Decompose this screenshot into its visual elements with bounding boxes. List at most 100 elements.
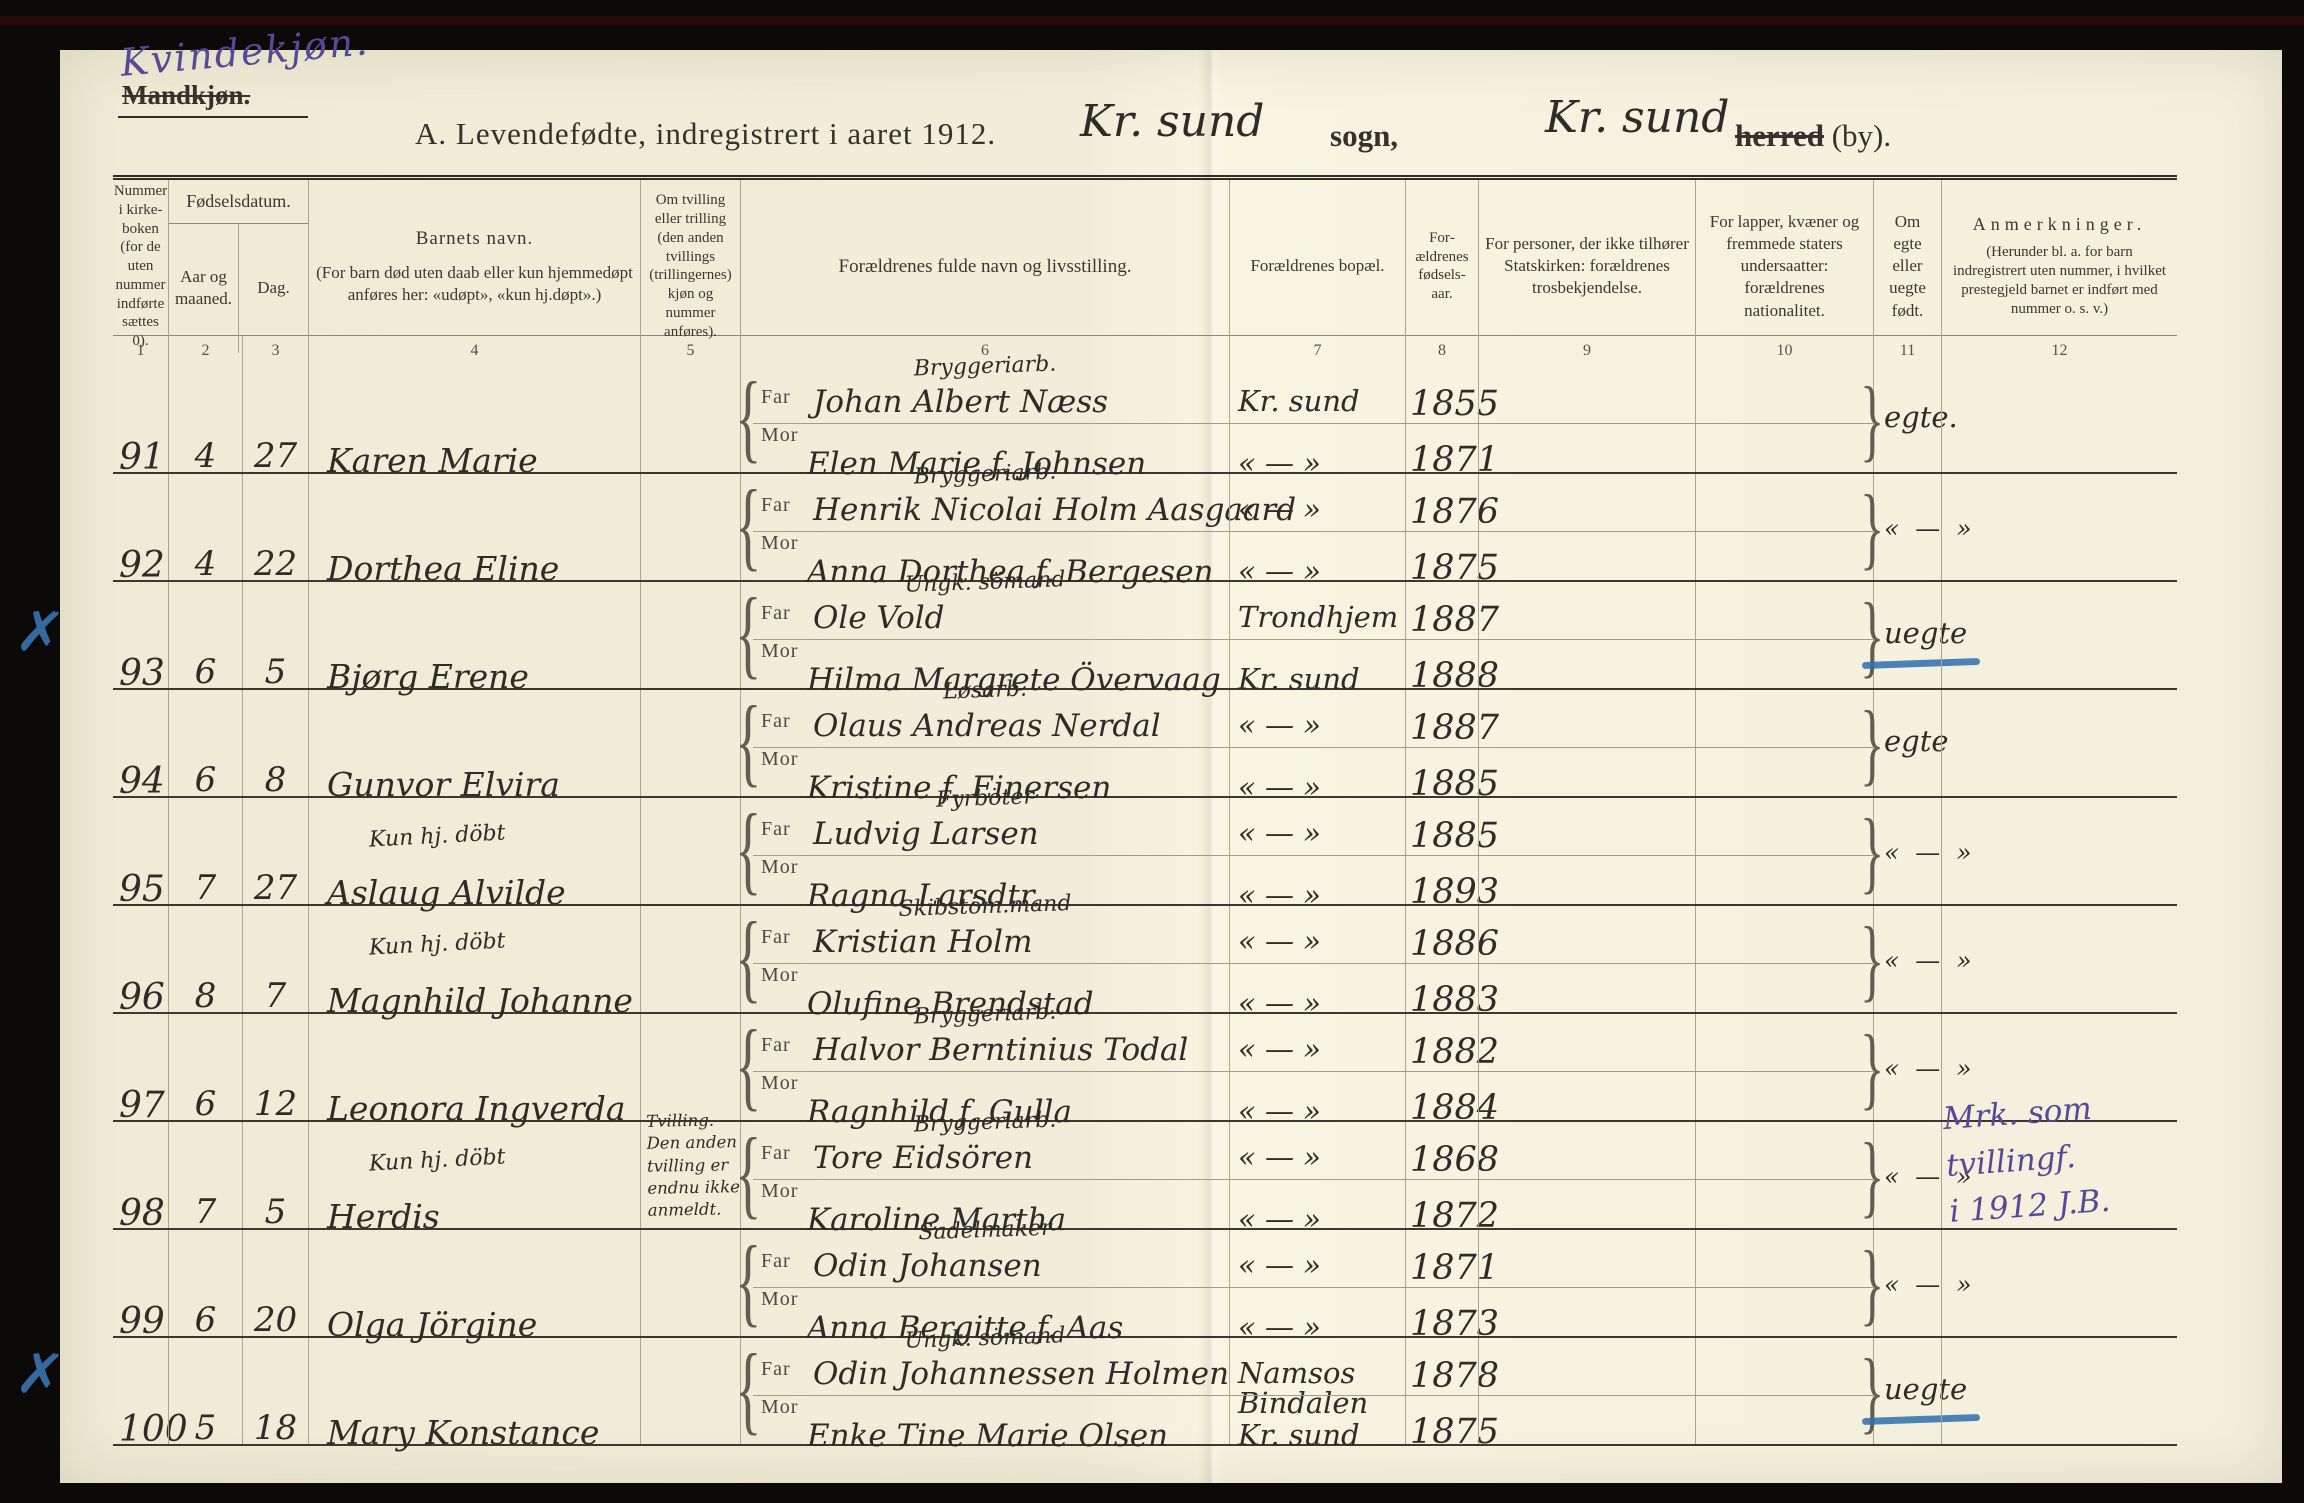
mother-birthyear: 1875 [1410, 548, 1500, 588]
register-entry: 95 7 27 Aslaug Alvilde Kun hj. döbt Fyrböter{… [113, 784, 2177, 914]
header-parents-names: Forældrenes fulde navn og livsstilling. [740, 180, 1229, 353]
column-number: 9 [1478, 336, 1695, 366]
child-name-cell: Magnhild Johanne Kun hj. döbt [308, 906, 640, 1020]
birthyear-cell: 1882 1884 [1405, 1014, 1499, 1128]
mother-name: Enke Tine Marie Olsen [807, 1418, 1169, 1454]
birth-month: 8 [194, 976, 217, 1016]
child-name-cell: Leonora Ingverda [308, 1014, 640, 1128]
mother-birthyear: 1875 [1410, 1412, 1500, 1452]
religion-cell [1478, 906, 1695, 1012]
entry-number: 98 [119, 1193, 165, 1234]
blue-margin-x-mark: ✗ [12, 595, 69, 669]
remarks-cell [1941, 690, 2177, 796]
legitimacy-cell: } « — » [1860, 1014, 1971, 1120]
twin-note-cell [640, 690, 740, 796]
header-legitimacy: Om egte eller uegte født. [1873, 180, 1941, 353]
mother-label: Mor [761, 1288, 799, 1310]
father-birthyear: 1882 [1410, 1032, 1500, 1072]
child-name: Gunvor Elvira [327, 765, 560, 804]
mother-birthyear: 1885 [1410, 764, 1500, 804]
religion-cell [1478, 366, 1695, 472]
residence-cell: « — » « — » [1229, 1230, 1405, 1344]
header-parents-residence: Forældrenes bopæl. [1229, 180, 1405, 353]
mother-residence: « — » [1238, 1202, 1321, 1236]
entry-month-cell: 6 [168, 1230, 242, 1340]
mother-name: Hilma Margrete Övervaag [807, 662, 1221, 698]
father-name: Kristian Holm [813, 924, 1033, 960]
nationality-cell [1695, 1122, 1873, 1228]
birth-month: 6 [194, 1300, 217, 1340]
entry-month-cell: 7 [168, 1122, 242, 1232]
mother-name: Anna Bergitte f. Aas [807, 1310, 1124, 1346]
register-entry: 98 7 5 Herdis Kun hj. döbt Tvilling. Den ande… [113, 1091, 2177, 1238]
twin-note: Tvilling. Den anden tvilling er endnu ik… [646, 1110, 741, 1220]
child-name-cell: Aslaug Alvilde Kun hj. döbt [308, 798, 640, 912]
parents-names-cell: Ungk. sömand{Far Mor Odin Johannessen Holm… [735, 1323, 1229, 1454]
nationality-cell [1695, 1338, 1873, 1444]
mother-residence: « — » [1238, 770, 1321, 804]
father-residence: Namsos Bindalen [1238, 1356, 1369, 1421]
religion-cell [1478, 690, 1695, 796]
entry-day-cell: 27 [242, 366, 308, 476]
column-number-strip: 1 2 3 4 5 6 7 8 9 10 11 12 [113, 336, 2177, 366]
nationality-cell [1695, 366, 1873, 472]
entry-day-cell: 27 [242, 798, 308, 908]
religion-cell [1478, 1338, 1695, 1444]
table-header-row: Nummer i kirke-boken (for de uten nummer… [113, 180, 2177, 353]
twin-note-cell [640, 1014, 740, 1120]
religion-cell [1478, 1230, 1695, 1336]
parents-names-cell: Bryggeriarb.{Far Mor Halvor Berntinius Tod… [735, 1000, 1229, 1130]
remarks-cell [1941, 906, 2177, 1012]
entry-day-cell: 12 [242, 1014, 308, 1124]
birth-day: 20 [253, 1300, 298, 1340]
birth-day: 5 [264, 652, 287, 692]
birthyear-cell: 1868 1872 [1405, 1122, 1499, 1236]
child-name: Aslaug Alvilde [327, 873, 566, 912]
entry-number-cell: 93 [113, 582, 168, 694]
father-residence: « — » [1238, 924, 1321, 958]
entry-number-cell: 96 [113, 906, 168, 1018]
entry-day-cell: 22 [242, 474, 308, 584]
legitimacy-cell: } « — » [1860, 1230, 1971, 1336]
header-twin: Om tvilling eller trilling (den anden tv… [640, 180, 740, 353]
mother-birthyear: 1873 [1410, 1304, 1500, 1344]
nationality-cell [1695, 798, 1873, 904]
legitimacy-brace: } [1860, 800, 1885, 902]
header-remarks-title: Anmerkninger. [1972, 214, 2147, 235]
father-label: Far [761, 710, 791, 732]
father-label: Far [761, 818, 791, 840]
remarks-cell [1941, 1014, 2177, 1120]
entry-number-cell: 99 [113, 1230, 168, 1342]
legitimacy-cell: } « — » [1860, 1122, 1971, 1228]
father-birthyear: 1868 [1410, 1140, 1500, 1180]
birth-month: 4 [194, 436, 217, 476]
child-name-cell: Mary Konstance [308, 1338, 640, 1452]
entry-number-cell: 95 [113, 798, 168, 910]
entry-number: 100 [119, 1409, 188, 1450]
entry-mid-rule [753, 531, 1873, 532]
mother-name: Anna Dorthea f. Bergesen [807, 554, 1214, 590]
father-label: Far [761, 926, 791, 948]
birth-month: 6 [194, 1084, 217, 1124]
scan-edge-artifact [0, 16, 2304, 25]
mother-name: Elen Marie f. Johnsen [807, 446, 1147, 482]
father-birthyear: 1876 [1410, 492, 1500, 532]
father-residence: « — » [1238, 1032, 1321, 1066]
father-residence: Trondhjem [1238, 600, 1399, 634]
birth-day: 5 [264, 1192, 287, 1232]
entry-month-cell: 4 [168, 366, 242, 476]
father-residence: « — » [1238, 816, 1321, 850]
father-birthyear: 1855 [1410, 384, 1500, 424]
parents-names-cell: Ungk. sömand{Far Mor Ole Vold Hilma Margret… [735, 567, 1229, 698]
entry-number-cell: 94 [113, 690, 168, 802]
birthyear-cell: 1855 1871 [1405, 366, 1499, 480]
legitimacy-cell: } « — » [1860, 906, 1971, 1012]
header-number: Nummer i kirke-boken (for de uten nummer… [113, 183, 168, 349]
entry-day-cell: 18 [242, 1338, 308, 1448]
gender-printed-struck-label: Mandkjøn. [122, 80, 251, 110]
header-religion: For personer, der ikke tilhører Statskir… [1478, 180, 1695, 353]
mother-birthyear: 1884 [1410, 1088, 1500, 1128]
birth-day: 8 [264, 760, 287, 800]
entry-number: 91 [119, 437, 165, 478]
column-number: 3 [242, 336, 308, 366]
